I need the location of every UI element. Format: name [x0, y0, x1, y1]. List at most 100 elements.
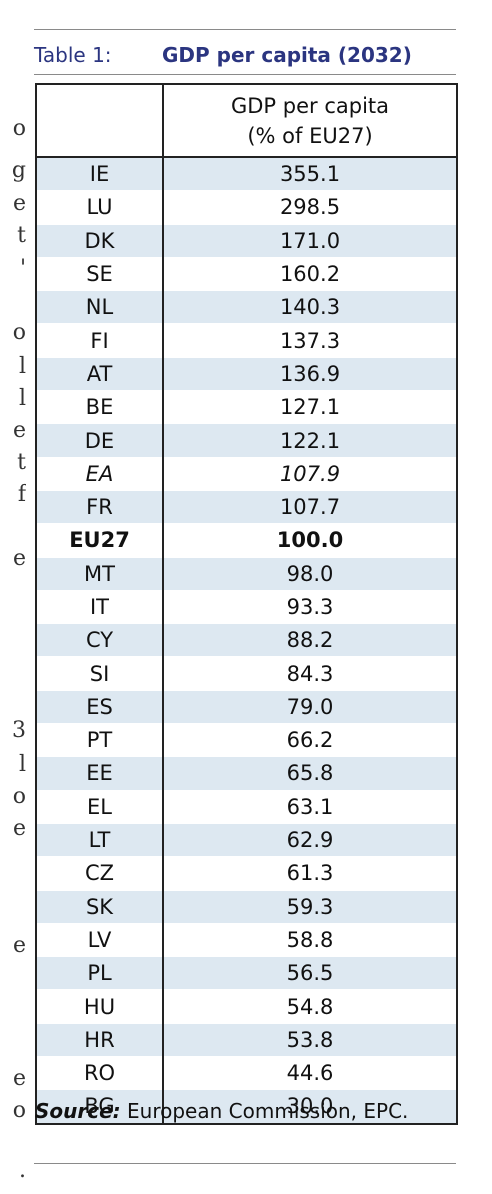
- header-gdp-line1: GDP per capita: [230, 93, 390, 118]
- gdp-value-cell: 56.5: [163, 956, 457, 991]
- gdp-value-cell: 54.8: [163, 989, 457, 1024]
- table-caption: Table 1: GDP per capita (2032): [34, 40, 464, 70]
- country-code-cell: HU: [36, 989, 164, 1024]
- table-row: FI 137.3: [36, 323, 457, 358]
- country-code-cell: FR: [36, 490, 164, 525]
- table-row: SE 160.2: [36, 257, 457, 292]
- gdp-value-cell: 88.2: [163, 623, 457, 658]
- country-code-cell: SE: [36, 257, 164, 292]
- table-row: BE 127.1: [36, 390, 457, 425]
- table-row: HR 53.8: [36, 1023, 457, 1058]
- table-row: RO 44.6: [36, 1056, 457, 1091]
- gdp-value-cell: 79.0: [163, 690, 457, 725]
- gdp-value-cell: 63.1: [163, 790, 457, 824]
- table-row: SI 84.3: [36, 656, 457, 691]
- source-text: European Commission, EPC.: [120, 1099, 409, 1123]
- table-row: EE 65.8: [36, 756, 457, 791]
- country-code-cell: LT: [36, 823, 164, 858]
- source-label: Source:: [35, 1099, 121, 1123]
- country-code-cell: BE: [36, 390, 164, 425]
- gdp-value-cell: 107.9: [163, 457, 457, 491]
- table-row: EA 107.9: [36, 457, 457, 491]
- gdp-value-cell: 171.0: [163, 224, 457, 258]
- table-row: DE 122.1: [36, 423, 457, 458]
- country-code-cell: NL: [36, 290, 164, 325]
- country-code-cell: FI: [36, 323, 164, 358]
- table-row: NL 140.3: [36, 290, 457, 325]
- table-row: LU 298.5: [36, 190, 457, 225]
- country-code-cell: CY: [36, 623, 164, 658]
- table-title: GDP per capita (2032): [162, 43, 412, 67]
- table-row: LT 62.9: [36, 823, 457, 858]
- country-code-cell: SI: [36, 656, 164, 691]
- gdp-value-cell: 44.6: [163, 1056, 457, 1091]
- table-row: IE 355.1: [36, 157, 457, 192]
- country-code-cell: ES: [36, 690, 164, 725]
- gdp-value-cell: 100.0: [163, 523, 457, 558]
- gdp-value-cell: 66.2: [163, 723, 457, 758]
- country-code-cell: RO: [36, 1056, 164, 1091]
- gdp-value-cell: 122.1: [163, 423, 457, 458]
- gdp-value-cell: 61.3: [163, 856, 457, 891]
- country-code-cell: EA: [36, 457, 164, 491]
- header-gdp-line2: (% of EU27): [247, 123, 373, 148]
- gdp-table-container: GDP per capita (% of EU27) IE 355.1 LU 298.…: [35, 83, 458, 1125]
- table-number-label: Table 1:: [34, 43, 112, 67]
- table-header-row: GDP per capita (% of EU27): [36, 84, 457, 158]
- table-row: IT 93.3: [36, 590, 457, 625]
- source-note: Source: European Commission, EPC.: [35, 1096, 455, 1126]
- table-row: ES 79.0: [36, 690, 457, 725]
- gdp-value-cell: 137.3: [163, 323, 457, 358]
- table-row: PT 66.2: [36, 723, 457, 758]
- country-code-cell: AT: [36, 357, 164, 392]
- table-row: HU 54.8: [36, 989, 457, 1024]
- country-code-cell: CZ: [36, 856, 164, 891]
- country-code-cell: BG: [36, 1089, 164, 1124]
- gdp-per-capita-table: GDP per capita (% of EU27) IE 355.1 LU 298.…: [35, 83, 458, 1125]
- gdp-value-cell: 140.3: [163, 290, 457, 325]
- table-row: PL 56.5: [36, 956, 457, 991]
- country-code-cell: PT: [36, 723, 164, 758]
- country-code-cell: IE: [36, 157, 164, 192]
- header-country-cell: [36, 84, 164, 158]
- bottom-rule: [34, 1163, 456, 1164]
- gdp-value-cell: 98.0: [163, 557, 457, 591]
- country-code-cell: PL: [36, 956, 164, 991]
- gdp-value-cell: 93.3: [163, 590, 457, 625]
- table-row: CY 88.2: [36, 623, 457, 658]
- gdp-value-cell: 160.2: [163, 257, 457, 292]
- country-code-cell: LV: [36, 923, 164, 958]
- gdp-value-cell: 127.1: [163, 390, 457, 425]
- gdp-value-cell: 53.8: [163, 1023, 457, 1058]
- country-code-cell: EU27: [36, 523, 164, 558]
- gdp-value-cell: 355.1: [163, 157, 457, 192]
- country-code-cell: EE: [36, 756, 164, 791]
- table-row: MT 98.0: [36, 557, 457, 591]
- country-code-cell: LU: [36, 190, 164, 225]
- table-row: SK 59.3: [36, 890, 457, 924]
- country-code-cell: DK: [36, 224, 164, 258]
- gdp-value-cell: 107.7: [163, 490, 457, 525]
- title-bottom-rule: [34, 74, 456, 75]
- gdp-value-cell: 65.8: [163, 756, 457, 791]
- table-row: LV 58.8: [36, 923, 457, 958]
- title-top-rule: [34, 29, 456, 30]
- country-code-cell: MT: [36, 557, 164, 591]
- table-row: AT 136.9: [36, 357, 457, 392]
- table-row: CZ 61.3: [36, 856, 457, 891]
- gdp-value-cell: 58.8: [163, 923, 457, 958]
- gdp-value-cell: 30.0: [163, 1089, 457, 1124]
- table-row: BG 30.0: [36, 1089, 457, 1124]
- table-row: FR 107.7: [36, 490, 457, 525]
- gdp-value-cell: 136.9: [163, 357, 457, 392]
- country-code-cell: EL: [36, 790, 164, 824]
- table-row: EL 63.1: [36, 790, 457, 824]
- gdp-value-cell: 84.3: [163, 656, 457, 691]
- gdp-value-cell: 59.3: [163, 890, 457, 924]
- country-code-cell: DE: [36, 423, 164, 458]
- table-row: EU27 100.0: [36, 523, 457, 558]
- table-body: IE 355.1 LU 298.5 DK 171.0 SE 160.2 NL 140.3 FI 137…: [36, 157, 457, 1124]
- gdp-value-cell: 62.9: [163, 823, 457, 858]
- country-code-cell: SK: [36, 890, 164, 924]
- table-row: DK 171.0: [36, 224, 457, 258]
